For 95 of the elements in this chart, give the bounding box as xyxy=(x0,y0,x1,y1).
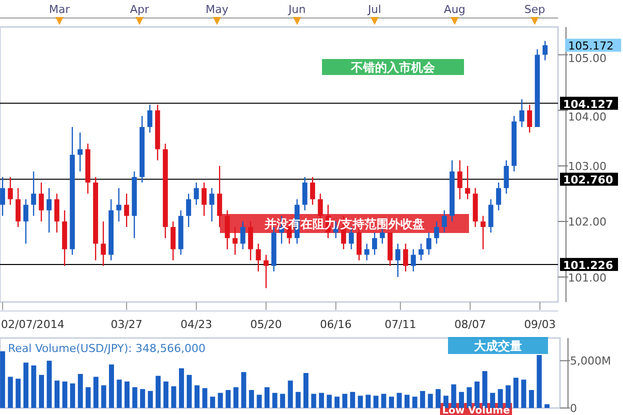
bar xyxy=(264,387,270,408)
bar xyxy=(132,387,138,408)
x-tick-label: 08/07 xyxy=(454,318,486,331)
bar xyxy=(373,396,378,408)
bar xyxy=(194,385,200,408)
bar xyxy=(420,390,426,408)
bar xyxy=(38,374,44,408)
x2-tick-label: May xyxy=(206,3,229,16)
bar xyxy=(93,376,98,408)
bar xyxy=(412,396,418,408)
bar xyxy=(218,392,223,408)
bar xyxy=(210,396,216,408)
y-tick-label: 105.00 xyxy=(568,52,606,66)
bar xyxy=(436,389,441,408)
x2-tick-label: Sep xyxy=(524,3,546,16)
bar xyxy=(303,373,308,408)
bar xyxy=(241,372,246,408)
bar xyxy=(280,394,286,408)
bar xyxy=(178,368,184,408)
bar xyxy=(318,392,324,408)
bar xyxy=(31,365,36,408)
bar xyxy=(202,388,208,408)
bar xyxy=(521,380,526,408)
bar xyxy=(334,396,340,408)
x-tick-label: 02/07/2014 xyxy=(1,318,64,331)
bar xyxy=(124,382,130,408)
x-tick-label: 06/16 xyxy=(320,318,352,331)
x2-tick-label: Aug xyxy=(444,3,466,16)
bar xyxy=(46,360,52,408)
bar xyxy=(163,382,168,408)
bar xyxy=(248,390,254,408)
bar xyxy=(366,394,371,408)
bar xyxy=(233,387,238,408)
x2-tick-label: Jun xyxy=(287,3,306,16)
y-tick-label: 104.00 xyxy=(568,110,606,124)
bar xyxy=(396,392,402,408)
bar xyxy=(116,380,122,408)
bar xyxy=(148,390,153,408)
bar xyxy=(156,376,161,408)
annotation: 105.172 xyxy=(568,40,614,53)
x2-tick-label: Apr xyxy=(130,3,150,16)
bar xyxy=(288,380,293,408)
bar xyxy=(381,394,386,408)
bar xyxy=(70,383,76,408)
bar xyxy=(226,390,231,408)
bar xyxy=(16,378,21,408)
bar xyxy=(342,394,348,408)
bar xyxy=(326,394,332,408)
x-tick-label: 09/03 xyxy=(524,318,556,331)
annotation: 大成交量 xyxy=(474,339,522,353)
bar xyxy=(86,387,91,408)
bar xyxy=(0,351,6,408)
x-tick-label: 07/11 xyxy=(384,318,416,331)
bar xyxy=(513,378,518,408)
bar xyxy=(428,394,433,408)
y-tick-label: 103.00 xyxy=(568,160,606,173)
bar xyxy=(23,362,28,408)
bar xyxy=(388,396,394,408)
x-tick-label: 04/23 xyxy=(180,318,212,331)
y-tick-label: 101.00 xyxy=(568,271,606,284)
bar xyxy=(296,392,301,408)
ref-line-label: 104.127 xyxy=(563,98,614,111)
bar xyxy=(272,392,278,408)
bar xyxy=(140,389,146,408)
bar xyxy=(544,404,550,408)
bar xyxy=(62,382,68,408)
y-tick-label: 5,000M xyxy=(570,354,611,368)
annotation: 不错的入市机会 xyxy=(350,60,436,74)
x-tick-label: 03/27 xyxy=(110,318,142,331)
bar xyxy=(101,385,106,408)
chart-title: Real Volume(USD/JPY): 348,566,000 xyxy=(8,342,206,355)
y-tick-label: 102.00 xyxy=(568,215,606,228)
bar xyxy=(443,396,448,408)
bar xyxy=(54,380,60,408)
bar xyxy=(451,384,456,408)
bar xyxy=(8,376,13,408)
y-tick-label: 0 xyxy=(570,402,577,415)
x2-tick-label: Jul xyxy=(366,3,382,16)
bar xyxy=(358,396,363,408)
bar xyxy=(536,355,542,408)
bar xyxy=(186,374,192,408)
x-tick-label: 05/20 xyxy=(250,318,282,331)
annotation: Low Volume xyxy=(442,406,510,415)
bar xyxy=(311,394,316,408)
bar xyxy=(458,392,464,408)
ref-line-label: 101.226 xyxy=(563,258,614,272)
bar xyxy=(108,364,114,408)
bar xyxy=(171,386,176,408)
bar xyxy=(404,394,410,408)
bar xyxy=(528,390,534,408)
ref-line-label: 102.760 xyxy=(563,174,614,187)
bar xyxy=(78,374,83,408)
x2-tick-label: Mar xyxy=(49,3,70,16)
bar xyxy=(256,394,262,408)
bar xyxy=(350,392,356,408)
